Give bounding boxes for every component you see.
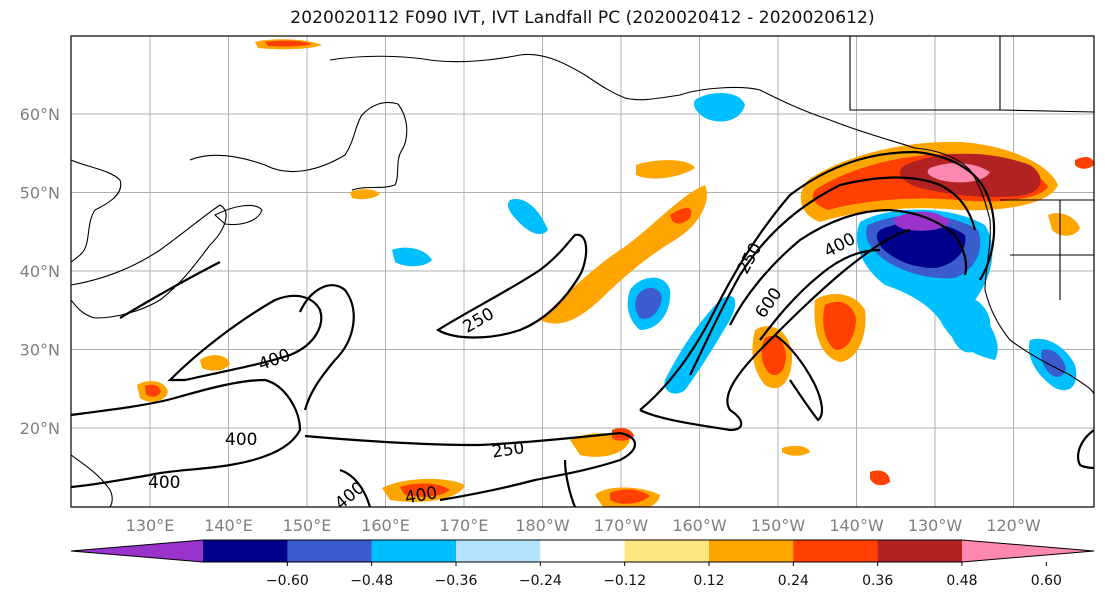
colorbar-tick-label: 0.12	[693, 573, 724, 589]
negative-high-lat	[694, 93, 745, 122]
negative-us-coast	[948, 296, 991, 353]
negative-streak	[664, 296, 736, 394]
colorbar-tick-label: 0.24	[778, 573, 809, 589]
colorbar-tick-label: −0.36	[435, 573, 478, 589]
negative-west	[392, 247, 432, 267]
latitude-tick-label: 50°N	[20, 184, 60, 203]
longitude-tick-label: 180°W	[515, 516, 570, 535]
colorbar-swatch	[371, 540, 457, 562]
positive-streak	[540, 185, 707, 324]
longitude-tick-label: 170°W	[594, 516, 649, 535]
positive-kamchatka-core	[265, 40, 312, 47]
longitude-labels: 130°E 140°E 150°E 160°E 170°E 180°W 170°W 160°W…	[126, 516, 1041, 535]
colorbar-swatch	[203, 540, 288, 562]
colorbar-swatch	[540, 540, 626, 562]
positive-near-aleut	[350, 189, 380, 200]
positive-small-1	[870, 470, 890, 486]
longitude-tick-label: 150°W	[751, 516, 806, 535]
latitude-labels: 60°N 50°N 40°N 30°N 20°N	[20, 105, 60, 438]
negative-aleutian	[507, 199, 548, 235]
map-title: 2020020112 F090 IVT, IVT Landfall PC (20…	[290, 8, 875, 28]
colorbar-swatch	[287, 540, 373, 562]
positive-us	[1048, 213, 1080, 236]
positive-east-edge	[1075, 157, 1094, 169]
colorbar-labels: −0.60 −0.48 −0.36 −0.24 −0.12 0.12 0.24 0.36 0.4…	[266, 562, 1062, 589]
longitude-tick-label: 130°W	[908, 516, 963, 535]
contour-label: 400	[148, 473, 180, 493]
colorbar-swatch	[877, 540, 963, 562]
coastlines	[71, 36, 1094, 507]
positive-west-2	[200, 355, 230, 371]
contour-label: 250	[491, 438, 526, 462]
longitude-tick-label: 170°E	[440, 516, 489, 535]
contour-label: 400	[403, 483, 438, 508]
colorbar-swatch	[709, 540, 794, 562]
colorbar-tick-label: 0.48	[946, 573, 977, 589]
ivt-contours	[71, 150, 1094, 507]
positive-small-2	[782, 445, 810, 456]
colorbar	[70, 539, 1095, 563]
longitude-tick-label: 140°E	[204, 516, 253, 535]
positive-streak-2	[636, 160, 695, 179]
latitude-tick-label: 60°N	[20, 105, 60, 124]
latitude-tick-label: 30°N	[20, 341, 60, 360]
positive-south-1-core	[823, 301, 856, 350]
longitude-tick-label: 130°E	[126, 516, 175, 535]
contour-label: 400	[225, 430, 257, 450]
colorbar-swatch	[456, 540, 541, 562]
positive-bottom-2-core	[400, 483, 450, 497]
positive-streak-core	[670, 207, 692, 224]
colorbar-tick-label: 0.60	[1031, 573, 1062, 589]
colorbar-tick-label: −0.60	[266, 573, 309, 589]
positive-bottom-1-core	[610, 489, 650, 504]
colorbar-swatch	[793, 540, 879, 562]
latitude-tick-label: 20°N	[20, 419, 60, 438]
longitude-tick-label: 140°W	[829, 516, 884, 535]
longitude-tick-label: 120°W	[986, 516, 1041, 535]
longitude-tick-label: 150°E	[283, 516, 332, 535]
positive-south-2-core	[761, 336, 786, 376]
colorbar-extend-high	[962, 540, 1094, 562]
negative-blob-core	[635, 287, 662, 319]
map-border	[70, 35, 1095, 508]
colorbar-swatch	[624, 540, 710, 562]
longitude-tick-label: 160°W	[672, 516, 727, 535]
colorbar-extend-low	[71, 540, 203, 562]
longitude-tick-label: 160°E	[361, 516, 410, 535]
colorbar-tick-label: −0.24	[519, 573, 562, 589]
positive-west-1-core	[145, 384, 161, 397]
latitude-tick-label: 40°N	[20, 262, 60, 281]
colorbar-outline	[70, 539, 1095, 563]
colorbar-tick-label: −0.12	[603, 573, 646, 589]
colorbar-tick-label: 0.36	[862, 573, 893, 589]
negative-anomaly-min	[894, 211, 950, 231]
colorbar-tick-label: −0.48	[350, 573, 393, 589]
